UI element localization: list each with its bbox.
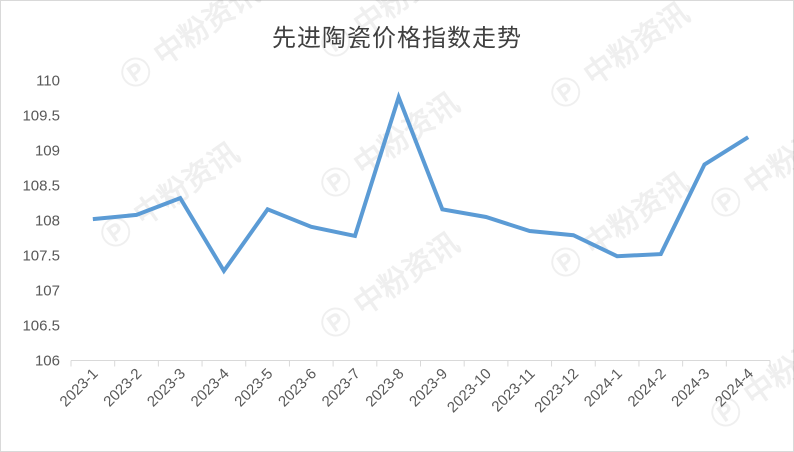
x-tick-label: 2023-7 (319, 365, 364, 410)
y-tick-label: 110 (36, 73, 60, 90)
watermark: Ⓟ 中粉资讯 (315, 0, 467, 67)
watermark: Ⓟ 中粉资讯 (115, 0, 267, 97)
y-tick-label: 109 (35, 143, 60, 160)
x-tick-label: 2023-5 (231, 365, 276, 410)
watermark: Ⓟ 中粉资讯 (545, 0, 697, 117)
y-tick-label: 109.5 (22, 108, 60, 125)
y-tick-label: 107.5 (22, 248, 60, 265)
watermark: Ⓟ 中粉资讯 (315, 226, 467, 347)
y-tick-label: 107 (35, 283, 60, 300)
chart-title: 先进陶瓷价格指数走势 (272, 24, 522, 52)
watermark: Ⓟ 中粉资讯 (705, 106, 794, 227)
y-tick-label: 106 (35, 353, 60, 370)
x-tick-label: 2023-11 (488, 365, 538, 415)
y-tick-label: 106.5 (22, 318, 60, 335)
y-tick-label: 108 (35, 213, 60, 230)
x-tick-label: 2023-4 (188, 365, 233, 410)
x-tick-label: 2023-12 (531, 365, 582, 416)
x-tick-label: 2023-1 (57, 365, 102, 410)
x-tick-label: 2024-2 (625, 365, 670, 410)
x-tick-label: 2023-3 (144, 365, 189, 410)
x-tick-label: 2023-2 (100, 365, 145, 410)
y-tick-label: 108.5 (22, 178, 60, 195)
x-tick-label: 2023-8 (362, 365, 407, 410)
watermark: Ⓟ 中粉资讯 (95, 136, 247, 257)
watermark: Ⓟ 中粉资讯 (315, 86, 467, 207)
x-tick-label: 2024-1 (581, 365, 626, 410)
x-tick-label: 2023-6 (275, 365, 320, 410)
series-line (92, 91, 750, 275)
x-tick-label: 2024-3 (668, 365, 713, 410)
x-tick-label: 2023-10 (444, 365, 495, 416)
